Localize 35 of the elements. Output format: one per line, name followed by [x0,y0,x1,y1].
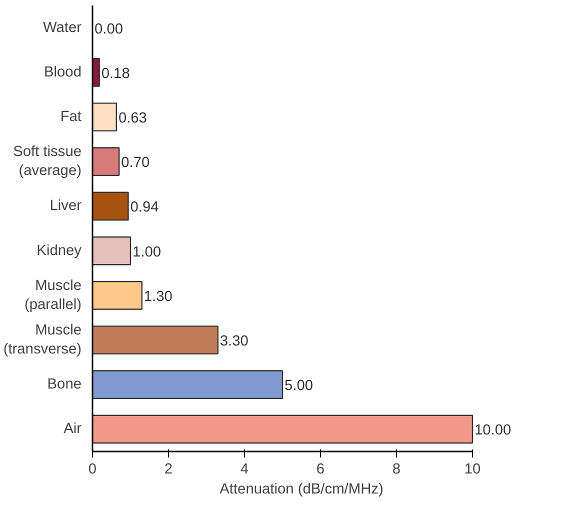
x-tick-label: 10 [464,462,481,478]
x-tick-label: 6 [316,462,325,478]
data-label: 1.30 [144,288,172,305]
data-label: 0.63 [118,110,147,126]
y-tick-label: Liver [50,198,82,214]
y-tick-label: Soft tissue (average) [13,144,82,180]
bar [92,280,142,310]
x-tick-label: 2 [164,462,173,478]
y-tick-label: Blood [44,64,82,80]
data-label: 0.70 [121,155,150,172]
y-tick-label: Muscle (transverse) [3,322,82,358]
bar [92,192,129,221]
bar [92,370,284,400]
y-tick-label: Muscle (parallel) [24,278,82,313]
data-label: 0.94 [130,200,159,216]
bar [92,147,120,176]
y-tick-label: Fat [60,109,82,125]
data-label: 5.00 [284,378,314,394]
y-tick-label: Air [64,421,82,438]
bar [92,236,132,266]
data-label: 0.18 [101,66,130,82]
y-tick-label: Bone [47,376,82,393]
data-label: 10.00 [474,422,512,439]
data-label: 1.00 [132,244,162,260]
data-label: 3.30 [220,334,248,350]
data-label: 0.00 [94,21,124,38]
y-tick-label: Kidney [36,242,82,259]
x-axis-title: Attenuation (dB/cm/MHz) [220,482,384,498]
bar [92,326,218,354]
x-tick-label: 0 [88,462,97,478]
y-tick-label: Water [42,20,82,36]
x-tick-label: 8 [392,462,401,478]
bar [92,414,474,444]
x-tick-label: 4 [240,462,249,478]
bar [92,102,118,132]
